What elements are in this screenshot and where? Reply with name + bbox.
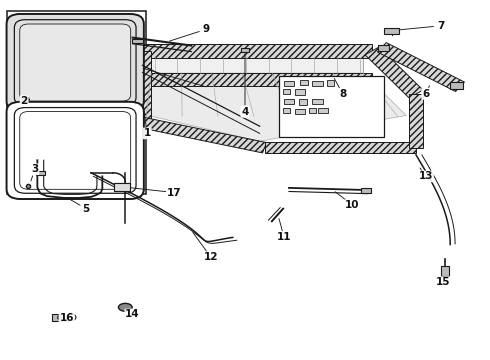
Bar <box>114 183 130 191</box>
Bar <box>384 28 399 35</box>
Polygon shape <box>377 42 465 91</box>
Bar <box>327 80 334 86</box>
Polygon shape <box>265 142 416 153</box>
Text: 13: 13 <box>418 171 433 181</box>
Bar <box>279 76 384 137</box>
Text: 3: 3 <box>31 164 39 174</box>
Polygon shape <box>143 73 372 86</box>
Polygon shape <box>151 73 406 141</box>
Ellipse shape <box>119 303 132 311</box>
Bar <box>309 108 317 113</box>
Text: 1: 1 <box>144 129 151 138</box>
Text: 11: 11 <box>277 232 292 242</box>
Text: 8: 8 <box>339 89 346 99</box>
FancyBboxPatch shape <box>14 20 136 105</box>
Text: 10: 10 <box>345 200 360 210</box>
Bar <box>114 183 130 191</box>
Text: 5: 5 <box>83 204 90 214</box>
Bar <box>283 89 291 94</box>
Bar <box>361 188 371 193</box>
FancyBboxPatch shape <box>20 24 131 101</box>
Polygon shape <box>365 47 423 98</box>
Text: 6: 6 <box>422 89 429 99</box>
Bar <box>132 39 143 43</box>
Bar <box>300 80 308 85</box>
Text: 2: 2 <box>21 96 28 106</box>
FancyBboxPatch shape <box>6 102 144 199</box>
FancyBboxPatch shape <box>14 108 136 193</box>
Ellipse shape <box>67 314 76 320</box>
Polygon shape <box>409 94 423 148</box>
Bar <box>318 108 328 113</box>
Bar <box>441 266 449 276</box>
FancyBboxPatch shape <box>6 14 144 111</box>
Bar <box>36 171 45 175</box>
Bar <box>450 82 463 89</box>
Bar <box>283 108 291 113</box>
Bar <box>52 314 66 321</box>
Text: 14: 14 <box>125 310 140 319</box>
Bar <box>299 99 307 105</box>
Text: 12: 12 <box>203 252 218 262</box>
Bar <box>312 81 323 86</box>
Bar <box>284 99 294 104</box>
Text: 7: 7 <box>437 21 444 31</box>
Text: 4: 4 <box>241 107 249 117</box>
Bar <box>284 81 294 86</box>
Text: 17: 17 <box>167 188 181 198</box>
Text: 9: 9 <box>202 24 209 35</box>
Polygon shape <box>151 57 363 73</box>
Polygon shape <box>143 44 372 58</box>
Text: 15: 15 <box>436 277 450 287</box>
Bar <box>241 48 249 52</box>
Bar <box>6 12 146 194</box>
Bar <box>312 99 323 104</box>
Polygon shape <box>134 51 151 123</box>
Text: 16: 16 <box>59 313 74 323</box>
FancyBboxPatch shape <box>20 112 131 189</box>
Bar <box>295 109 305 114</box>
Bar <box>378 45 389 51</box>
Polygon shape <box>141 117 267 153</box>
Bar <box>295 89 305 95</box>
